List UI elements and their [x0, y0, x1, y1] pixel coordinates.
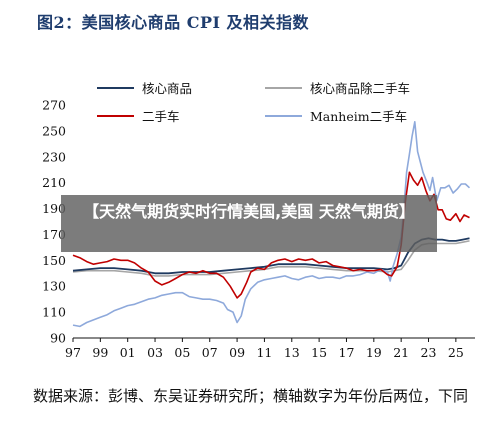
x-tick-label: 01 — [120, 345, 136, 360]
y-tick-label: 190 — [42, 201, 66, 216]
y-tick-label: 230 — [42, 149, 66, 164]
x-tick-label: 13 — [284, 345, 300, 360]
x-tick-label: 23 — [421, 345, 437, 360]
y-tick-label: 150 — [42, 253, 66, 268]
y-tick-label: 170 — [42, 227, 66, 242]
series-manheim — [72, 121, 471, 328]
y-tick-label: 250 — [42, 123, 66, 138]
y-tick-label: 110 — [42, 305, 66, 320]
legend-label-core: 核心商品 — [142, 81, 192, 96]
series-used — [72, 171, 470, 299]
x-tick-label: 09 — [229, 345, 245, 360]
x-tick-label: 05 — [174, 345, 190, 360]
x-tick-label: 11 — [256, 345, 272, 360]
y-tick-label: 90 — [50, 331, 66, 346]
x-tick-label: 19 — [366, 345, 382, 360]
legend: 核心商品 核心商品除二手车 二手车 Manheim二手车 — [97, 81, 410, 124]
x-tick-label: 99 — [92, 345, 108, 360]
legend-label-manheim: Manheim二手车 — [310, 109, 407, 124]
y-tick-label: 210 — [42, 175, 66, 190]
legend-label-core-ex-used: 核心商品除二手车 — [310, 81, 410, 96]
x-tick-label: 17 — [339, 345, 355, 360]
x-tick-label: 25 — [448, 345, 464, 360]
overlay-banner: 【天然气期货实时行情美国,美国 天然气期货】 — [61, 195, 437, 252]
x-tick-label: 21 — [393, 345, 409, 360]
legend-label-used: 二手车 — [142, 109, 180, 124]
x-tick-label: 15 — [311, 345, 327, 360]
axes: 90 110 130 150 170 190 210 230 250 270 97 99 01 03 05 0… — [42, 98, 475, 360]
line-chart: 核心商品 核心商品除二手车 二手车 Manheim二手车 90110130150… — [42, 81, 475, 360]
chart-title: 图2：美国核心商品 CPI 及相关指数 — [37, 13, 310, 32]
y-tick-label: 270 — [42, 98, 66, 113]
y-tick-label: 130 — [42, 279, 66, 294]
x-tick-label: 97 — [65, 345, 81, 360]
x-tick-label: 03 — [147, 345, 163, 360]
source-note: 数据来源：彭博、东吴证券研究所；横轴数字为年份后两位，下同 — [33, 387, 469, 405]
x-tick-label: 07 — [202, 345, 218, 360]
